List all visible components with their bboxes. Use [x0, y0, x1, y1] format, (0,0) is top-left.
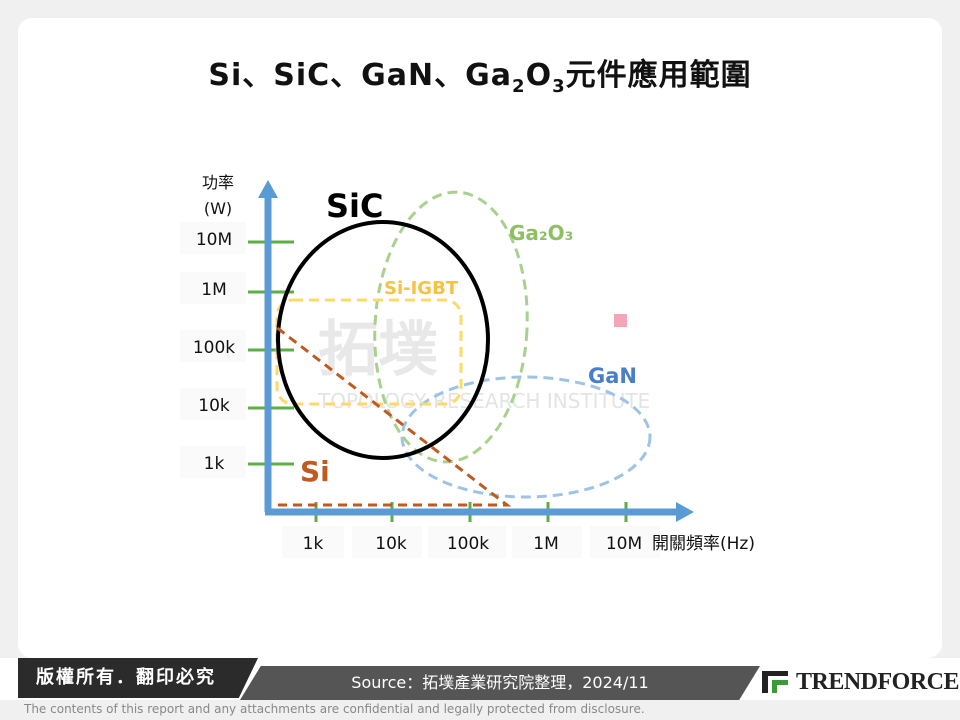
sic-region [276, 220, 490, 460]
y-tick-label: 10M [196, 230, 232, 250]
gan-label: GaN [588, 364, 637, 388]
source-note: Source：拓墣產業研究院整理，2024/11 [240, 666, 760, 700]
x-tick-label: 10M [606, 534, 642, 554]
ga2o3-region [373, 190, 529, 464]
trendforce-logo-text: TRENDFORCE [796, 668, 960, 695]
trendforce-logo: TRENDFORCE [760, 664, 960, 700]
y-axis-unit: (W) [204, 199, 232, 218]
si-igbt-label: Si-IGBT [384, 278, 459, 299]
y-tick-label: 10k [198, 396, 230, 416]
watermark-en: TOPOLOGY RESEARCH INSTITUTE [317, 389, 650, 413]
y-tick-labels: 10M 1M 100k 10k 1k [180, 222, 246, 478]
y-tick-label: 1M [201, 280, 226, 300]
trendforce-logo-icon [760, 668, 790, 696]
x-tick-label: 10k [375, 534, 407, 554]
disclaimer: The contents of this report and any atta… [24, 702, 645, 716]
copyright-notice: 版權所有．翻印必究 [18, 658, 258, 698]
y-axis-arrow [258, 180, 278, 198]
x-tick-label: 1M [533, 534, 558, 554]
pink-marker [614, 314, 627, 327]
ga2o3-label: Ga₂O₃ [509, 221, 573, 245]
y-tick-label: 100k [193, 338, 235, 358]
y-axis-label: 功率 [202, 173, 234, 192]
gan-region [400, 375, 652, 499]
x-axis-arrow [676, 502, 694, 522]
page-title: Si、SiC、GaN、Ga2O3元件應用範圍 [208, 58, 752, 97]
si-label: Si [300, 455, 330, 488]
x-axis-label: 開關頻率(Hz) [652, 534, 755, 554]
x-tick-label: 100k [447, 534, 489, 554]
si-region [275, 325, 512, 507]
sic-label: SiC [326, 187, 384, 225]
watermark-cn: 拓墣 [318, 315, 438, 385]
y-tick-label: 1k [204, 454, 225, 474]
x-tick-labels: 1k 10k 100k 1M 10M [282, 526, 660, 558]
x-tick-label: 1k [303, 534, 324, 554]
